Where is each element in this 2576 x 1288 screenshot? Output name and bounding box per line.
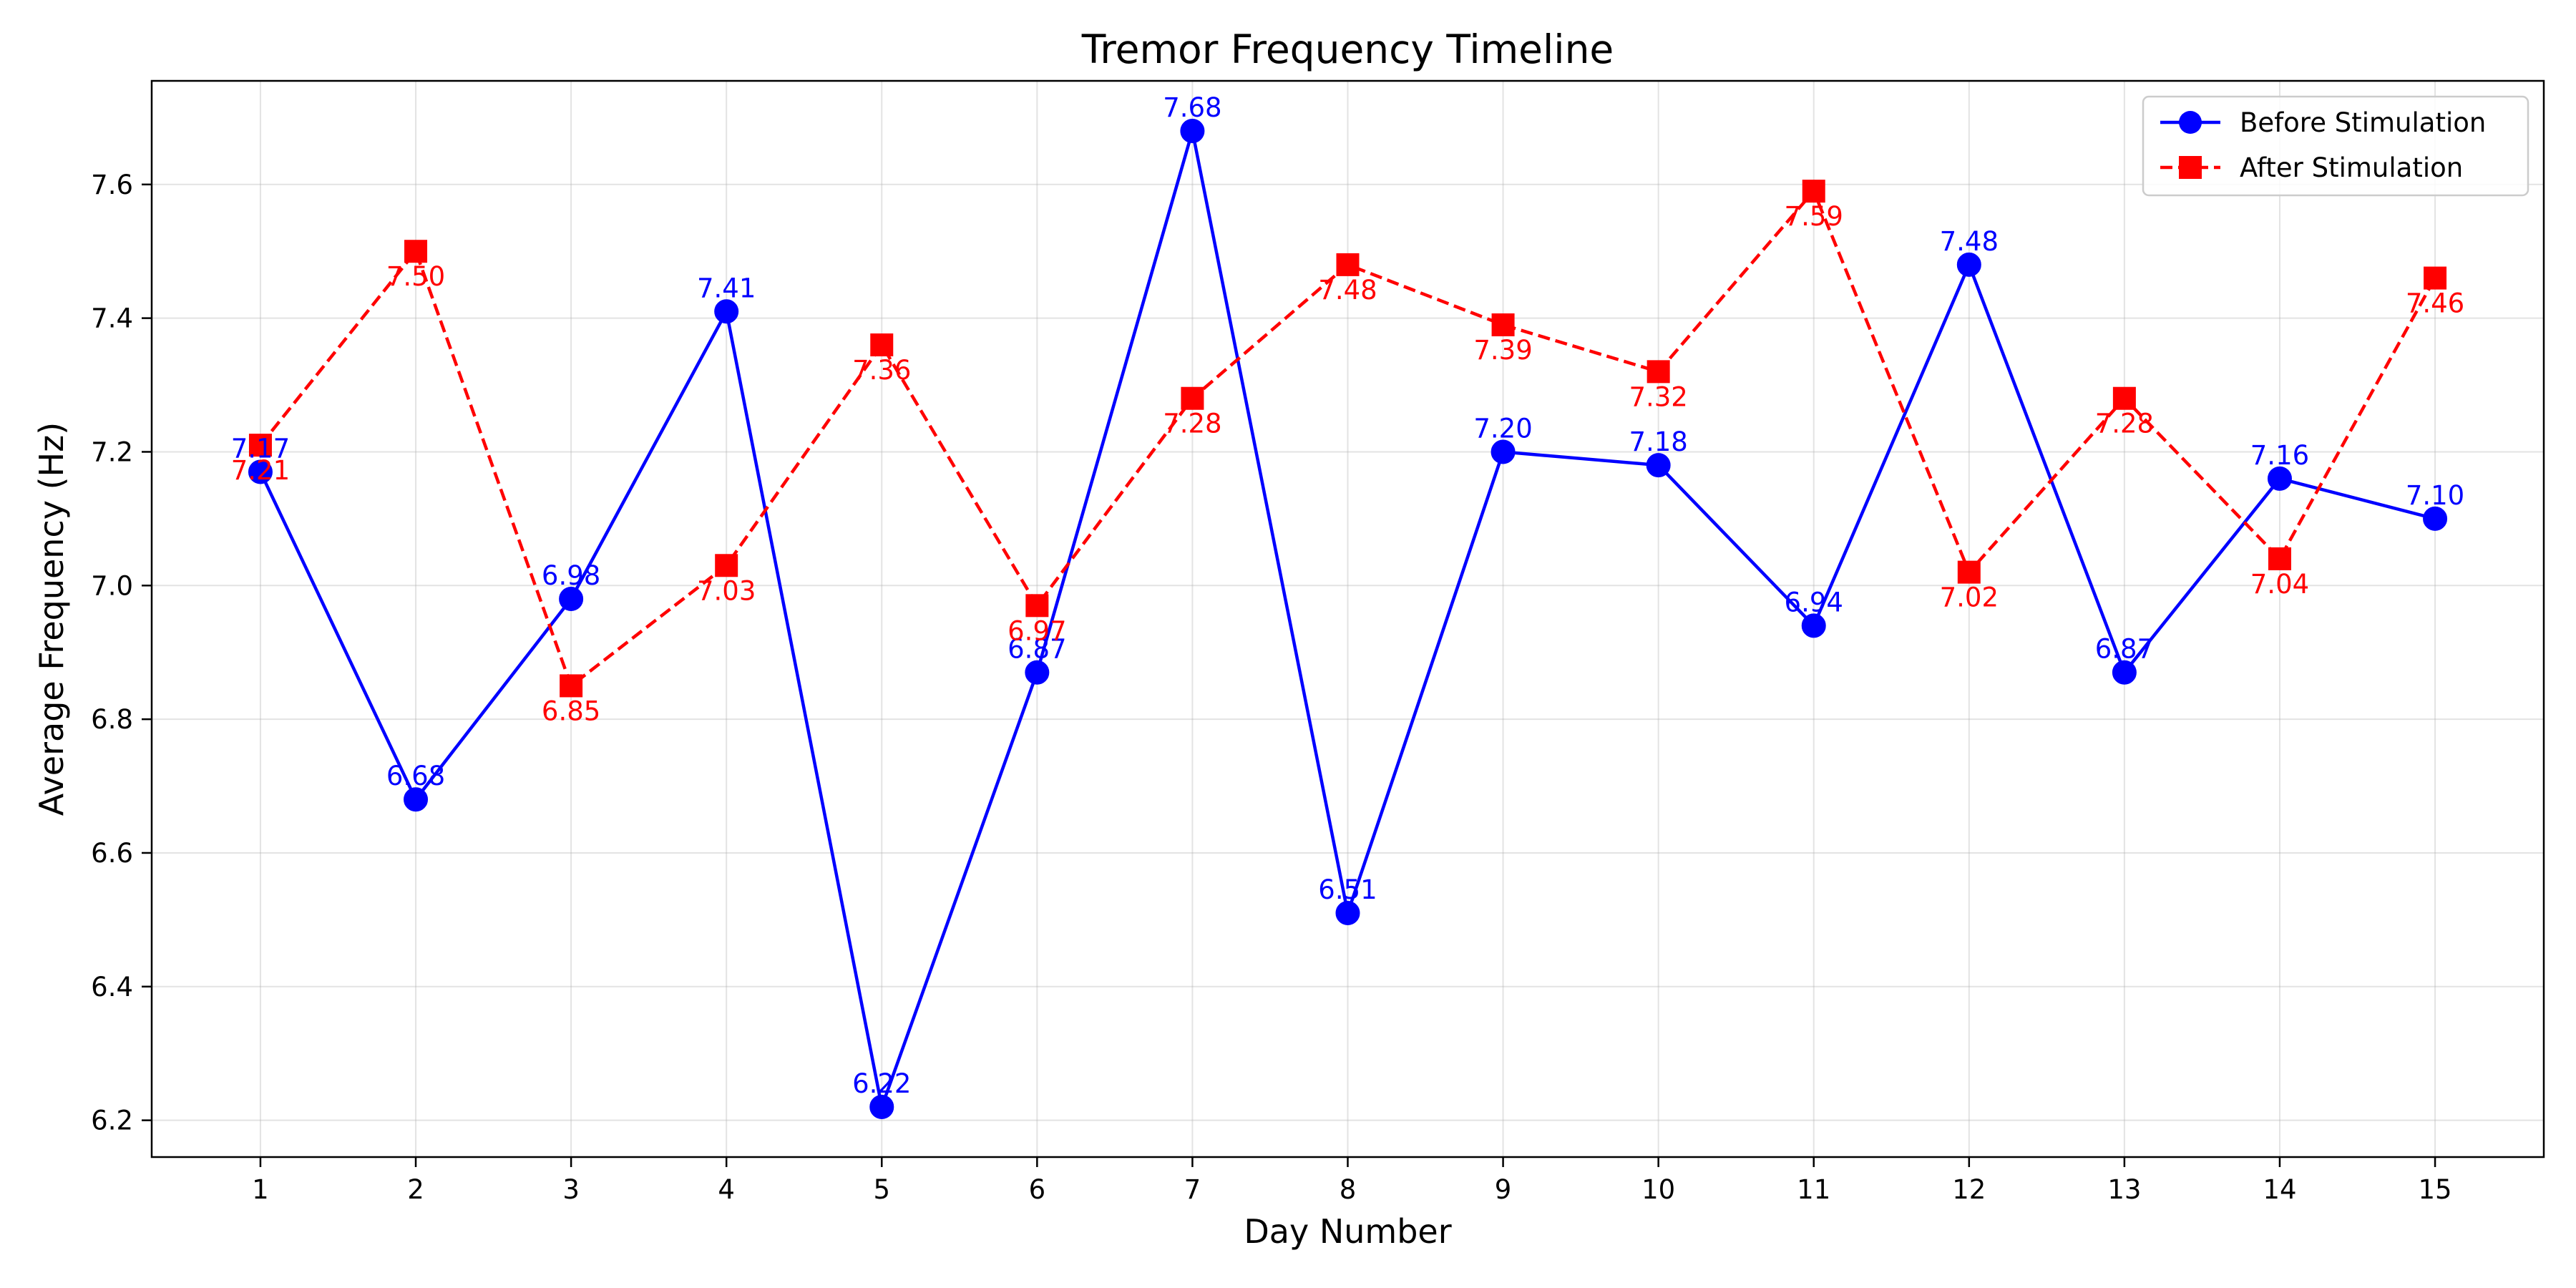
legend-label-2: After Stimulation (2240, 152, 2463, 183)
y-tick-label: 6.4 (91, 972, 133, 1002)
y-tick-label: 7.0 (91, 570, 133, 601)
series-2-data-label: 7.28 (1163, 409, 1221, 439)
legend: Before Stimulation After Stimulation (2142, 95, 2529, 197)
x-tick-label: 14 (2263, 1174, 2296, 1205)
series-2-point (1491, 313, 1515, 336)
series-1-data-label: 6.87 (2095, 634, 2154, 665)
x-tick-label: 7 (1184, 1174, 1201, 1205)
series-2-data-label: 6.97 (1008, 615, 1066, 646)
series-2-data-label: 7.21 (231, 455, 290, 486)
x-tick-label: 1 (252, 1174, 269, 1205)
series-2-point (870, 333, 894, 356)
series-1-point (2423, 506, 2448, 531)
series-2-data-label: 7.48 (1318, 275, 1377, 306)
legend-marker-1 (2179, 111, 2202, 134)
x-tick-label: 8 (1340, 1174, 1357, 1205)
series-2-point (715, 554, 738, 577)
grid (152, 81, 2544, 1157)
x-tick-label: 5 (873, 1174, 890, 1205)
series-1-data-label: 6.87 (1008, 634, 1066, 665)
y-tick-label: 6.2 (91, 1106, 133, 1136)
y-axis: 6.2 6.4 6.6 6.8 7.0 7.2 7.4 7.6 (91, 170, 152, 1136)
x-tick-label: 12 (1952, 1174, 1986, 1205)
data-labels: 7.17 6.68 6.98 7.41 6.22 6.87 7.68 6.51 7.20 7.18… (231, 92, 2464, 1099)
series-2-point (404, 240, 428, 263)
series-1-data-label: 6.68 (386, 761, 445, 791)
series-2-point (1025, 594, 1049, 618)
series-1-point (1180, 119, 1205, 144)
series-1-data-label: 6.98 (542, 560, 600, 591)
y-axis-title: Average Frequency (Hz) (32, 422, 71, 816)
y-tick-label: 6.6 (91, 838, 133, 869)
x-tick-label: 9 (1495, 1174, 1512, 1205)
series-2-point (560, 674, 583, 698)
series-2-data-label: 7.50 (386, 261, 445, 292)
legend-marker-2 (2179, 156, 2202, 179)
series-1-data-label: 7.41 (697, 273, 756, 303)
series-1-point (248, 459, 273, 484)
series-2-point (1802, 180, 1825, 203)
series-1-data-label: 7.48 (1940, 226, 1999, 257)
series-2-point (2112, 386, 2136, 410)
y-tick-label: 7.4 (91, 303, 133, 334)
x-tick-label: 6 (1029, 1174, 1046, 1205)
x-axis-title: Day Number (1244, 1212, 1451, 1251)
series-1-data-label: 7.16 (2250, 440, 2309, 471)
series-1-data-label: 6.22 (852, 1068, 911, 1099)
series-1-data-label: 7.20 (1473, 413, 1532, 444)
series-1-point (1025, 660, 1050, 685)
series-1-data-label: 7.18 (1629, 426, 1687, 457)
series-layer (248, 119, 2448, 1119)
series-1-data-label: 6.51 (1318, 874, 1377, 905)
legend-label-1: Before Stimulation (2240, 107, 2486, 138)
series-1-data-label: 6.94 (1785, 587, 1843, 618)
series-1-point (2112, 660, 2137, 685)
series-1-data-label: 7.10 (2406, 480, 2464, 511)
series-1-point (1491, 439, 1516, 464)
x-tick-label: 11 (1797, 1174, 1830, 1205)
series-1-point (404, 787, 429, 812)
series-1-point (1801, 613, 1826, 638)
series-1-data-label: 7.17 (231, 433, 290, 464)
x-tick-label: 2 (407, 1174, 424, 1205)
series-2-data-label: 7.32 (1629, 381, 1687, 412)
chart-title: Tremor Frequency Timeline (1081, 26, 1614, 72)
legend-box (2142, 95, 2529, 197)
series-2-data-label: 7.39 (1473, 335, 1532, 366)
x-tick-label: 3 (562, 1174, 580, 1205)
series-1-point (559, 586, 584, 611)
series-2-point (248, 434, 272, 457)
series-2-point (1957, 560, 1981, 584)
series-1-point (714, 299, 739, 324)
series-2-data-label: 7.59 (1785, 201, 1843, 232)
series-2-point (1181, 386, 1204, 410)
x-tick-label: 4 (718, 1174, 735, 1205)
series-1-point (869, 1094, 894, 1119)
series-2-point (1336, 253, 1360, 276)
series-2-point (2268, 547, 2291, 570)
y-tick-label: 7.6 (91, 170, 133, 200)
series-1-data-label: 7.68 (1163, 92, 1221, 123)
series-2-data-label: 7.36 (852, 355, 911, 386)
x-tick-label: 10 (1641, 1174, 1675, 1205)
series-2-point (1646, 360, 1670, 384)
series-1-point (1335, 901, 1360, 926)
series-2-data-label: 7.28 (2095, 409, 2154, 439)
series-2-data-label: 7.04 (2250, 569, 2309, 600)
series-2-point (2424, 266, 2447, 290)
y-tick-label: 6.8 (91, 704, 133, 735)
y-tick-label: 7.2 (91, 436, 133, 467)
series-1-point (1956, 252, 1981, 277)
series-2-data-label: 7.46 (2406, 288, 2464, 319)
series-2-data-label: 7.02 (1940, 582, 1999, 613)
x-axis: 1 2 3 4 5 6 7 8 9 10 11 12 13 14 15 (252, 1157, 2452, 1205)
series-2-data-label: 6.85 (542, 696, 600, 726)
x-tick-label: 13 (2107, 1174, 2141, 1205)
series-1-point (2267, 466, 2292, 491)
series-2-data-label: 7.03 (697, 575, 756, 606)
series-1-point (1646, 453, 1671, 478)
x-tick-label: 15 (2418, 1174, 2451, 1205)
